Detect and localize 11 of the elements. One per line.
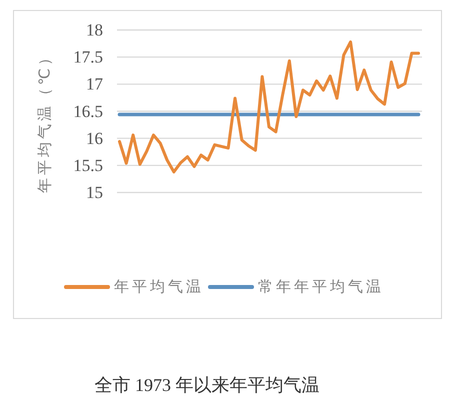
text: 全市 1973 年以来年平均气温 <box>94 375 320 395</box>
legend-label: 常年年平均气温 <box>258 278 384 296</box>
y-tick-label: 17 <box>86 74 104 94</box>
y-tick-label: 17.5 <box>73 48 103 67</box>
y-tick-label: 15 <box>86 183 103 202</box>
y-tick-label: 15.5 <box>73 156 103 175</box>
y-tick-label: 18 <box>86 20 103 40</box>
y-tick-label: 16 <box>86 128 103 148</box>
legend-label: 年平均气温 <box>114 278 204 296</box>
y-tick-label: 16.5 <box>73 102 103 121</box>
y-axis-title: 年平均气温（℃） <box>36 47 54 194</box>
